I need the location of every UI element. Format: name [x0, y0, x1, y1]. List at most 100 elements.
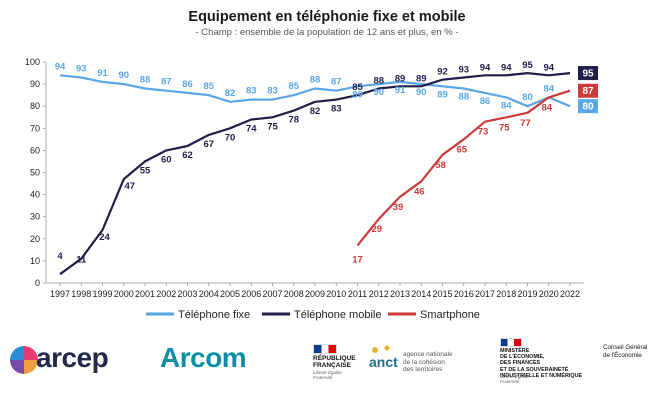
smartphone-data-label: 58	[435, 160, 446, 171]
min-line2: DE L'ÉCONOMIE,	[500, 354, 545, 361]
anct-line1: agence nationale	[403, 351, 453, 358]
t-l-phone-fixe-data-label: 85	[288, 81, 299, 92]
x-tick-label: 2003	[177, 289, 197, 299]
t-l-phone-fixe-data-label: 87	[161, 77, 172, 88]
t-l-phone-mobile-data-label: 94	[480, 62, 491, 73]
anct-mark-icon: anct	[369, 345, 398, 370]
smartphone-end-label-box	[578, 83, 598, 98]
ministere-economie-logo: MINISTÈRE DE L'ÉCONOMIE, DES FINANCES ET…	[500, 338, 600, 388]
x-tick-label: 2006	[241, 289, 261, 299]
smartphone-data-label: 77	[520, 118, 531, 129]
t-l-phone-fixe-data-label: 88	[458, 92, 469, 103]
conseil-general-economie-logo: Conseil Général de l'Économie	[603, 344, 653, 370]
t-l-phone-fixe-data-label: 86	[480, 96, 491, 107]
x-tick-label: 2012	[369, 289, 389, 299]
smartphone-data-label: 65	[456, 144, 467, 155]
x-tick-label: 2004	[199, 289, 219, 299]
t-l-phone-fixe-data-label: 90	[118, 70, 129, 81]
smartphone-data-label: 17	[352, 254, 363, 265]
smartphone-data-label: 73	[478, 127, 489, 138]
y-tick-label: 50	[30, 168, 40, 178]
smartphone-data-label: 46	[414, 186, 425, 197]
min-motto: Liberté Égalité Fraternité	[500, 374, 529, 384]
smartphone-data-label: 84	[541, 102, 552, 113]
x-tick-label: 2013	[390, 289, 410, 299]
t-l-phone-mobile-data-label: 70	[225, 132, 236, 143]
x-tick-label: 2014	[411, 289, 431, 299]
t-l-phone-mobile-data-label: 95	[522, 60, 533, 71]
t-l-phone-mobile-data-label: 88	[373, 76, 384, 87]
french-flag-icon	[313, 344, 337, 354]
republique-francaise-logo: RÉPUBLIQUE FRANÇAISE Liberté Égalité Frat…	[313, 344, 363, 386]
t-l-phone-fixe-legend-label: Téléphone fixe	[178, 309, 250, 321]
y-tick-label: 60	[30, 145, 40, 155]
x-tick-label: 2010	[326, 289, 346, 299]
y-tick-label: 10	[30, 256, 40, 266]
t-l-phone-fixe-data-label: 88	[310, 75, 321, 86]
y-tick-label: 70	[30, 123, 40, 133]
x-tick-label: 1997	[50, 289, 70, 299]
x-tick-label: 2011	[348, 289, 367, 299]
t-l-phone-fixe-data-label: 88	[140, 75, 151, 86]
french-flag-icon	[500, 338, 522, 347]
t-l-phone-fixe-data-label: 91	[97, 68, 108, 79]
t-l-phone-mobile-data-label: 4	[57, 251, 63, 262]
t-l-phone-mobile-data-label: 62	[182, 150, 193, 161]
t-l-phone-fixe-data-label: 90	[416, 87, 427, 98]
smartphone-data-label: 39	[393, 202, 404, 213]
x-tick-label: 2016	[454, 289, 474, 299]
cge-line2: de l'Économie	[603, 351, 642, 359]
y-tick-label: 0	[35, 278, 40, 288]
t-l-phone-mobile-end-label: 95	[582, 69, 594, 80]
t-l-phone-mobile-line	[59, 72, 571, 276]
t-l-phone-fixe-data-label: 89	[437, 89, 448, 100]
t-l-phone-fixe-data-label: 90	[373, 87, 384, 98]
t-l-phone-mobile-data-label: 55	[140, 165, 151, 176]
smartphone-legend-label: Smartphone	[420, 309, 480, 321]
t-l-phone-mobile-data-label: 94	[501, 62, 512, 73]
logo-strip: arcep Arcom RÉPUBLIQUE FRANÇAISE Liberté …	[0, 338, 654, 398]
x-tick-label: 2020	[539, 289, 559, 299]
t-l-phone-fixe-data-label: 87	[331, 77, 342, 88]
rf-motto: Liberté Égalité Fraternité	[313, 370, 342, 380]
t-l-phone-mobile-data-label: 93	[458, 64, 469, 75]
rf-line2: FRANÇAISE	[313, 362, 351, 369]
x-tick-label: 2022	[560, 289, 580, 299]
t-l-phone-fixe-data-label: 84	[501, 100, 512, 111]
t-l-phone-mobile-data-label: 82	[310, 106, 321, 117]
t-l-phone-mobile-data-label: 24	[99, 232, 110, 243]
arcom-logo: Arcom	[160, 342, 270, 376]
t-l-phone-mobile-data-label: 47	[124, 181, 135, 192]
legend: Téléphone fixe Téléphone mobile Smartphone	[146, 309, 480, 321]
x-tick-label: 2002	[156, 289, 176, 299]
y-tick-label: 40	[30, 190, 40, 200]
t-l-phone-mobile-data-label: 92	[437, 67, 448, 78]
x-tick-label: 2008	[284, 289, 304, 299]
x-tick-label: 2019	[517, 289, 537, 299]
arcep-mark-icon	[10, 346, 38, 374]
smartphone-line	[356, 89, 571, 247]
min-line3: DES FINANCES	[500, 360, 541, 367]
t-l-phone-fixe-data-label: 83	[267, 86, 278, 97]
x-tick-label: 2000	[114, 289, 134, 299]
x-tick-label: 2007	[262, 289, 282, 299]
arcep-logo: arcep	[6, 340, 128, 380]
t-l-phone-mobile-data-label: 74	[246, 123, 257, 134]
t-l-phone-mobile-data-label: 67	[203, 139, 214, 150]
t-l-phone-mobile-legend-label: Téléphone mobile	[294, 309, 381, 321]
t-l-phone-mobile-data-label: 94	[543, 62, 554, 73]
t-l-phone-mobile-data-label: 85	[352, 82, 363, 93]
y-tick-label: 100	[25, 57, 40, 67]
rf-line1: RÉPUBLIQUE	[313, 355, 356, 362]
y-tick-label: 30	[30, 212, 40, 222]
x-tick-label: 1998	[71, 289, 91, 299]
t-l-phone-fixe-data-label: 82	[225, 88, 236, 99]
t-l-phone-fixe-data-label: 83	[246, 86, 257, 97]
t-l-phone-mobile-data-label: 89	[416, 73, 427, 84]
t-l-phone-fixe-data-label: 93	[76, 63, 87, 74]
t-l-phone-fixe-data-label: 85	[203, 81, 214, 92]
y-tick-label: 80	[30, 101, 40, 111]
x-tick-label: 2017	[475, 289, 495, 299]
x-tick-label: 2005	[220, 289, 240, 299]
